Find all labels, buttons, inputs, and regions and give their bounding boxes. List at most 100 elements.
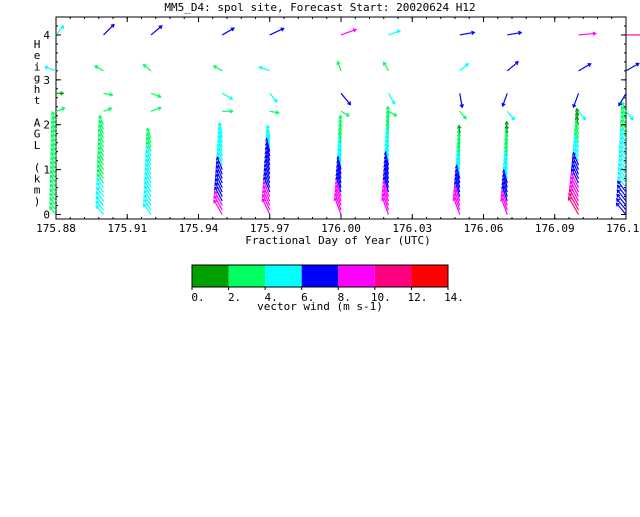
colorbar-tick-label: 10. bbox=[371, 291, 391, 304]
wind-barb bbox=[459, 63, 470, 72]
y-axis-label-letter: m bbox=[34, 184, 41, 197]
wind-barb bbox=[96, 168, 104, 179]
wind-barb bbox=[143, 189, 152, 202]
wind-barb bbox=[459, 110, 467, 120]
y-axis-label-letter: ) bbox=[34, 195, 41, 208]
wind-barb bbox=[572, 151, 580, 166]
colorbar-segment bbox=[411, 265, 448, 287]
wind-barb bbox=[142, 203, 152, 215]
wind-barb bbox=[567, 196, 580, 215]
wind-barb bbox=[340, 92, 352, 106]
wind-barb bbox=[340, 28, 358, 36]
y-axis-label-letter: i bbox=[34, 60, 41, 73]
wind-barb bbox=[144, 162, 152, 175]
wind-barb bbox=[388, 29, 402, 36]
wind-barb bbox=[50, 133, 57, 143]
wind-barb bbox=[570, 175, 580, 193]
colorbar-frame bbox=[191, 264, 449, 288]
wind-barb bbox=[49, 169, 57, 179]
wind-barb bbox=[382, 61, 390, 72]
chart-title: MM5_D4: spol site, Forecast Start: 20020… bbox=[164, 1, 475, 14]
wind-barb bbox=[385, 105, 391, 116]
y-tick-label: 2 bbox=[43, 119, 50, 132]
wind-barb bbox=[49, 197, 57, 206]
wind-barb bbox=[145, 145, 152, 157]
wind-barb bbox=[95, 204, 104, 215]
wind-barb bbox=[578, 110, 587, 121]
wind-barb bbox=[216, 155, 223, 170]
y-axis-label-letter: g bbox=[34, 72, 41, 85]
wind-barb bbox=[144, 176, 152, 188]
wind-barb bbox=[95, 200, 104, 211]
wind-barb bbox=[55, 106, 66, 112]
wind-barb bbox=[94, 65, 104, 72]
wind-barb bbox=[215, 160, 223, 175]
colorbar-tick-label: 12. bbox=[407, 291, 427, 304]
colorbar-tick-label: 8. bbox=[338, 291, 351, 304]
wind-barb bbox=[501, 93, 508, 108]
wind-barb bbox=[49, 178, 57, 188]
wind-barb bbox=[387, 93, 396, 105]
x-tick-label: 176.06 bbox=[464, 222, 504, 235]
wind-barb bbox=[143, 185, 152, 197]
y-tick-label: 1 bbox=[43, 164, 50, 177]
wind-barb bbox=[619, 131, 627, 143]
wind-barb bbox=[265, 124, 271, 139]
wind-barb bbox=[50, 138, 57, 148]
wind-barb bbox=[619, 136, 627, 148]
wind-barb bbox=[571, 155, 580, 170]
wind-barb bbox=[569, 184, 580, 202]
wind-barb bbox=[145, 153, 152, 166]
wind-barb bbox=[50, 124, 57, 134]
wind-barb bbox=[340, 110, 350, 117]
wind-barb bbox=[620, 114, 627, 126]
wind-barb bbox=[618, 158, 627, 170]
colorbar-tick-label: 14. bbox=[444, 291, 464, 304]
wind-barb bbox=[144, 171, 152, 184]
wind-barb bbox=[96, 164, 105, 175]
x-tick-label: 176.00 bbox=[321, 222, 361, 235]
wind-barb bbox=[575, 107, 580, 116]
wind-barb bbox=[619, 145, 627, 157]
wind-barb bbox=[150, 25, 163, 36]
axes: 175.88 175.91 175.94 175.97 176.00 176.03 176.… bbox=[36, 17, 640, 235]
wind-barb bbox=[215, 164, 223, 179]
wind-barb bbox=[143, 198, 152, 211]
colorbar-tick-label: 2. bbox=[228, 291, 241, 304]
x-tick-label: 176.12 bbox=[606, 222, 640, 235]
wind-barb bbox=[49, 201, 57, 211]
wind-barb bbox=[618, 162, 627, 175]
wind-barb bbox=[570, 171, 580, 188]
wind-barb bbox=[96, 173, 104, 184]
wind-barb bbox=[50, 156, 57, 166]
wind-barb bbox=[578, 31, 597, 36]
wind-barb bbox=[570, 167, 580, 184]
y-axis-label-letter: L bbox=[34, 139, 41, 152]
wind-barb bbox=[143, 194, 152, 206]
wind-barb bbox=[507, 30, 523, 36]
wind-barb bbox=[95, 191, 104, 202]
wind-barb bbox=[214, 186, 223, 202]
wind-barb bbox=[625, 110, 634, 121]
wind-barb bbox=[616, 189, 627, 202]
wind-barb bbox=[261, 197, 271, 215]
x-tick-label: 175.88 bbox=[36, 222, 76, 235]
wind-barb bbox=[51, 110, 57, 121]
x-tick-label: 176.09 bbox=[535, 222, 575, 235]
wind-barb bbox=[216, 151, 223, 166]
wind-barb bbox=[221, 27, 235, 36]
wind-barb bbox=[258, 65, 270, 72]
wind-barb bbox=[213, 194, 223, 211]
wind-barb bbox=[616, 193, 627, 206]
wind-barb bbox=[98, 128, 105, 139]
wind-barb bbox=[51, 115, 57, 125]
colorbar-label: vector wind (m s-1) bbox=[257, 300, 383, 313]
wind-barb bbox=[50, 147, 57, 157]
wind-barb bbox=[221, 92, 234, 100]
wind-barb bbox=[103, 92, 114, 97]
y-axis-label-letter: A bbox=[34, 116, 41, 129]
wind-barb bbox=[568, 188, 580, 206]
wind-barb bbox=[48, 206, 57, 215]
wind-barb bbox=[96, 182, 104, 193]
